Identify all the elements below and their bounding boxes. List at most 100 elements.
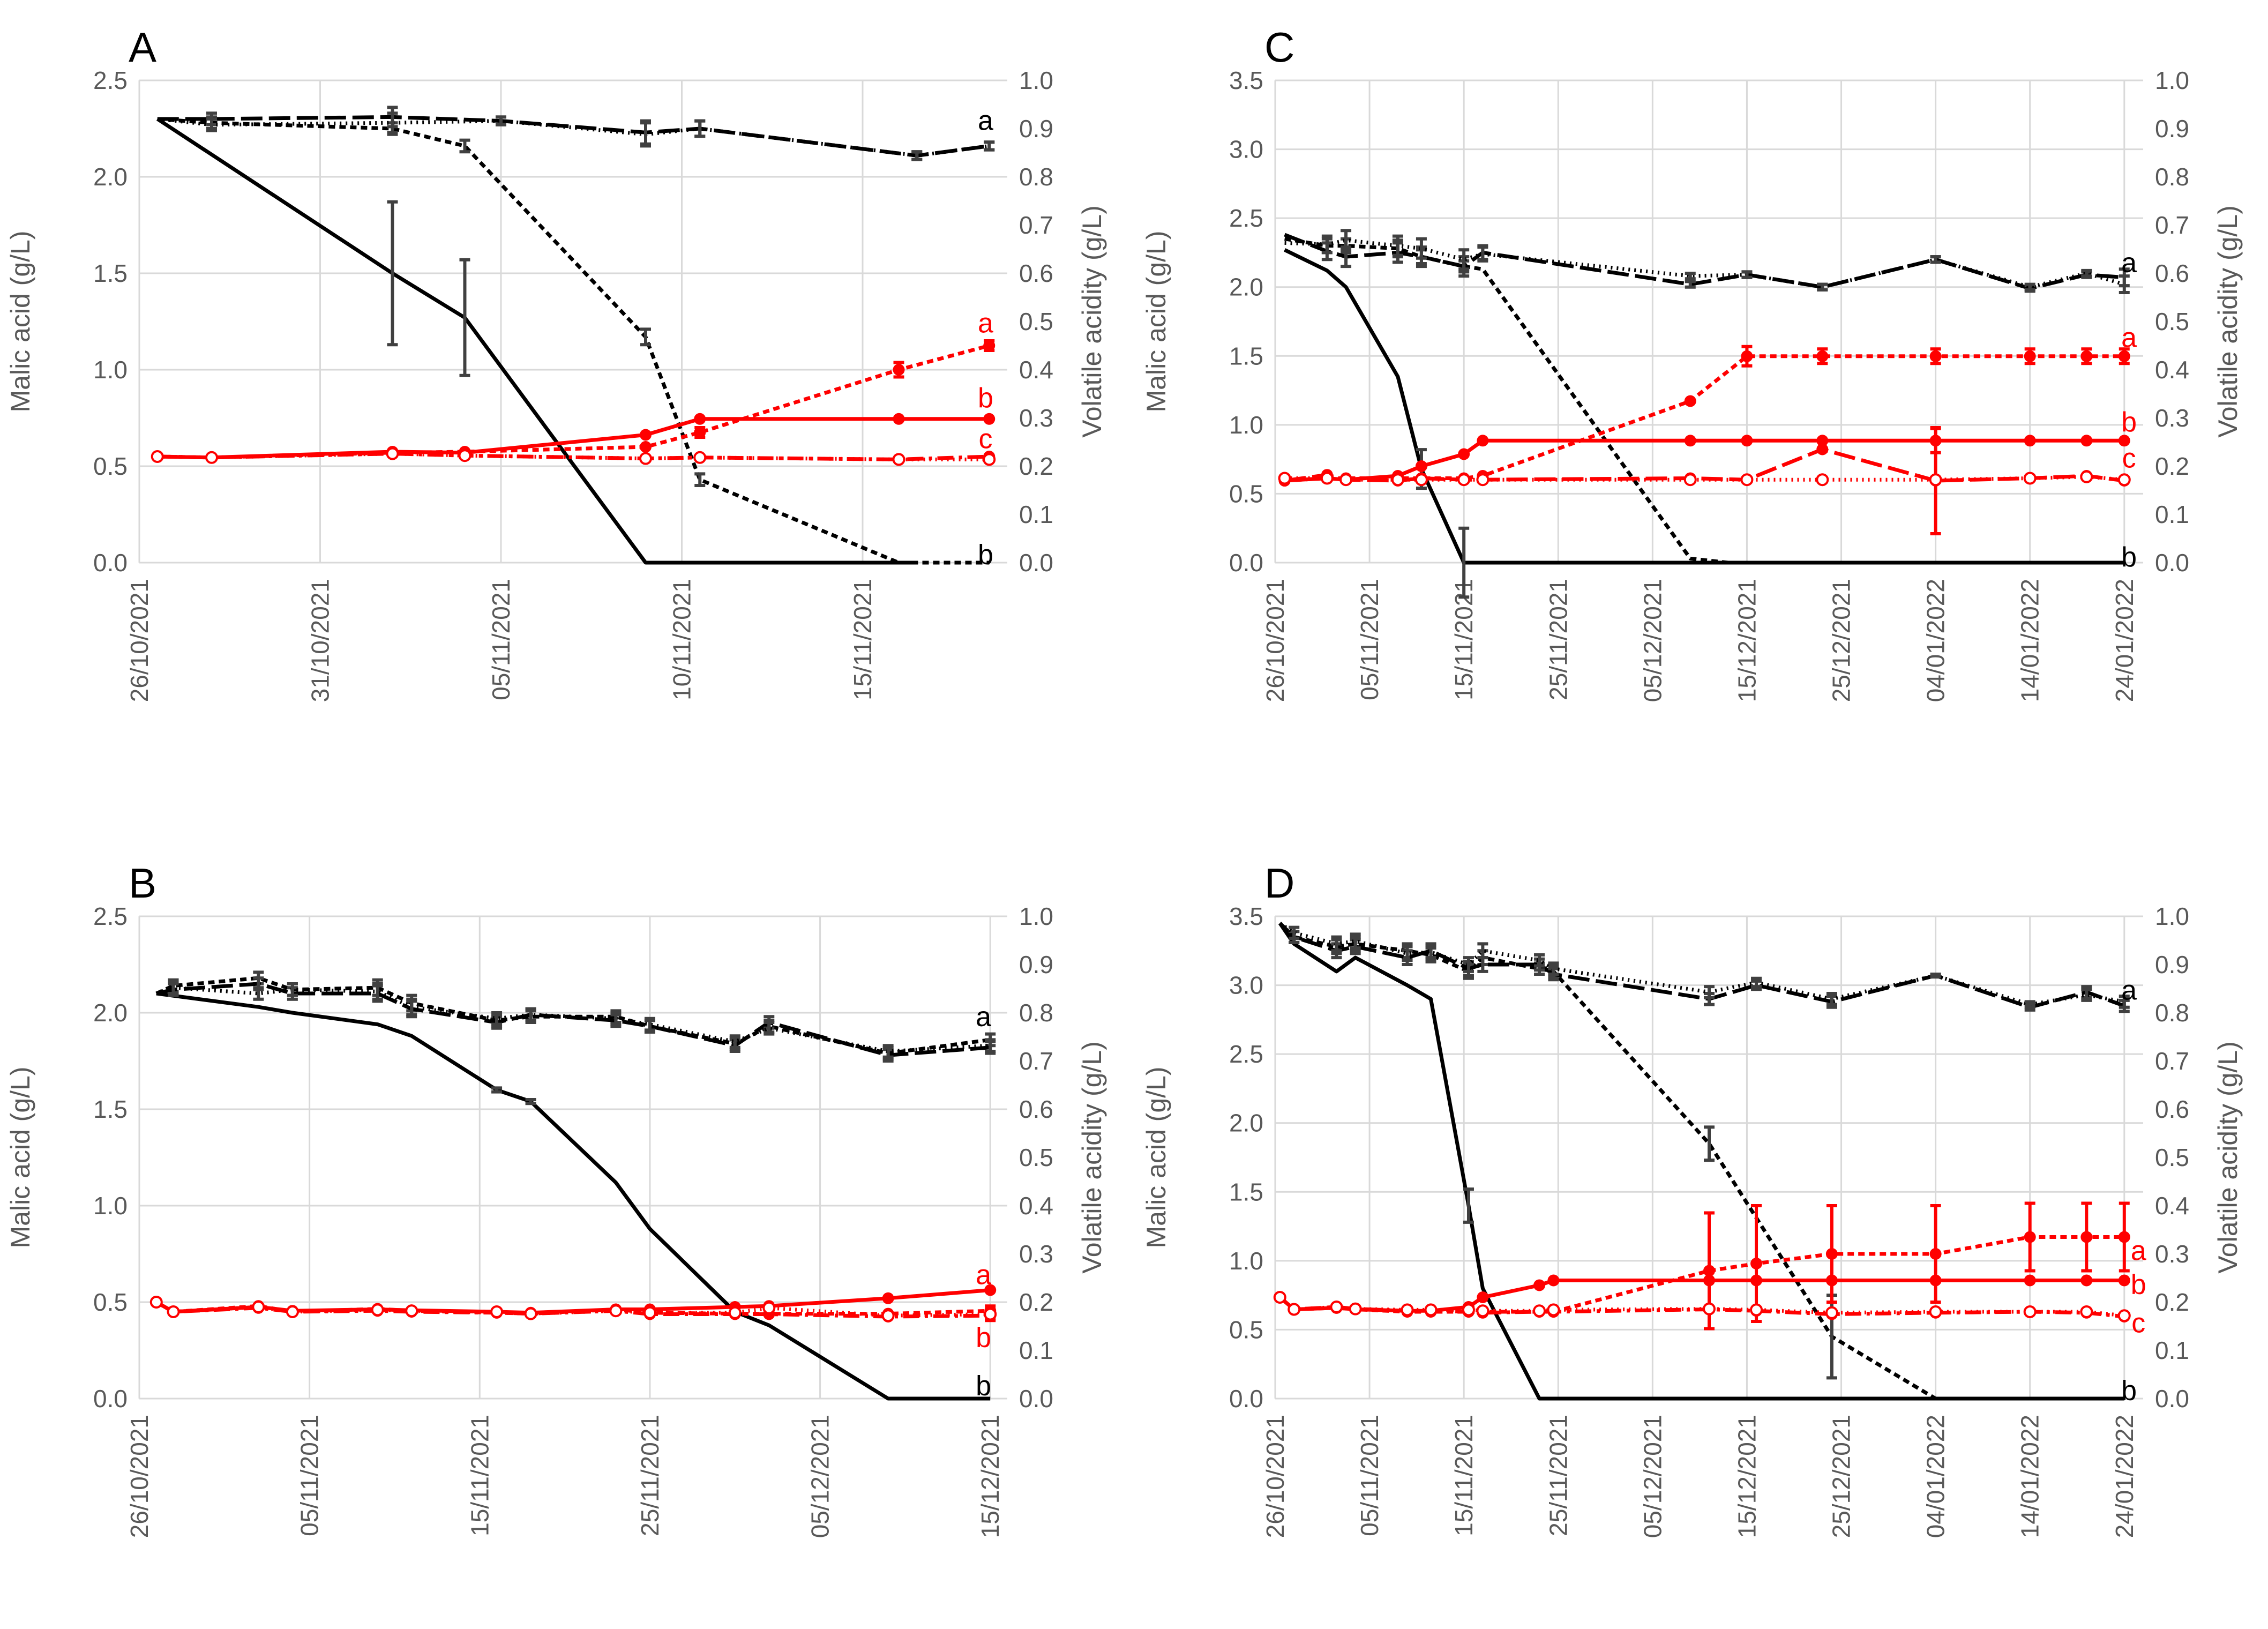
y-tick-label: 0.5 bbox=[1229, 1316, 1263, 1343]
series-line-4 bbox=[155, 985, 991, 1053]
data-point bbox=[1288, 1303, 1301, 1316]
y-tick-label: 2.5 bbox=[1229, 204, 1263, 232]
x-tick-label: 05/12/2021 bbox=[1638, 579, 1666, 702]
data-point bbox=[1750, 1274, 1763, 1287]
data-point bbox=[1816, 350, 1829, 362]
y2-tick-label: 0.6 bbox=[2155, 1095, 2189, 1123]
y2-axis-title: Volatile acidity (g/L) bbox=[1077, 205, 1107, 438]
y-axis-title: Malic acid (g/L) bbox=[1141, 231, 1171, 413]
y-tick-label: 1.0 bbox=[1229, 411, 1263, 439]
y2-tick-label: 0.7 bbox=[2155, 1047, 2189, 1075]
data-point bbox=[1683, 473, 1697, 487]
data-point bbox=[1476, 1304, 1489, 1318]
data-point bbox=[1349, 1302, 1362, 1316]
y2-tick-label: 0.9 bbox=[2155, 115, 2189, 143]
y-tick-label: 2.5 bbox=[93, 66, 128, 94]
chart-panel-c: 0.0 0.5 1.0 1.5 2.0 2.5 3.0 3.5 0.0 0.1 0.2 0.3 0.4 0… bbox=[1136, 0, 2261, 793]
significance-letter: a bbox=[2121, 323, 2137, 354]
data-point bbox=[2117, 473, 2131, 487]
y2-tick-label: 0.9 bbox=[2155, 951, 2189, 978]
significance-letter: b bbox=[2121, 1376, 2137, 1407]
x-tick-label: 05/11/2021 bbox=[1356, 1415, 1383, 1536]
series-line-8 bbox=[155, 1300, 991, 1318]
significance-letter: b bbox=[978, 383, 993, 414]
data-point bbox=[1458, 448, 1470, 460]
data-point bbox=[1750, 1258, 1763, 1269]
significance-letter: a bbox=[2131, 1236, 2146, 1267]
data-point bbox=[2024, 350, 2036, 362]
data-point bbox=[1741, 435, 1753, 447]
data-point bbox=[1816, 473, 1829, 487]
y2-tick-label: 0.8 bbox=[1019, 163, 1053, 191]
y2-tick-label: 0.9 bbox=[1019, 951, 1053, 978]
data-point bbox=[2118, 1231, 2130, 1243]
data-point bbox=[405, 1304, 418, 1318]
data-point bbox=[1741, 350, 1753, 362]
y-tick-label: 2.5 bbox=[93, 902, 128, 930]
x-tick-label: 05/12/2021 bbox=[806, 1415, 834, 1538]
y2-tick-label: 1.0 bbox=[1019, 66, 1053, 94]
series-line-1 bbox=[1278, 922, 2124, 1401]
data-point bbox=[1476, 473, 1489, 487]
data-point bbox=[984, 1284, 997, 1296]
chart-c-svg: 0.0 0.5 1.0 1.5 2.0 2.5 3.0 3.5 0.0 0.1 0.2 0.3 0.4 0… bbox=[1141, 24, 2243, 702]
series-line-6 bbox=[157, 417, 990, 460]
data-point bbox=[693, 451, 707, 464]
data-point bbox=[1533, 1279, 1546, 1291]
data-point bbox=[1825, 1306, 1838, 1319]
data-point bbox=[2024, 1231, 2036, 1243]
significance-letter: a bbox=[2121, 248, 2137, 279]
data-point bbox=[643, 1306, 656, 1319]
data-point bbox=[490, 1305, 504, 1318]
data-point bbox=[286, 1305, 299, 1318]
x-tick-label: 15/11/2021 bbox=[849, 579, 877, 700]
y2-tick-label: 0.5 bbox=[1019, 1144, 1053, 1171]
data-point bbox=[167, 1305, 180, 1318]
series-line-3 bbox=[156, 982, 991, 1057]
data-point bbox=[983, 413, 995, 425]
y2-tick-label: 0.2 bbox=[2155, 452, 2189, 480]
data-point bbox=[984, 1307, 997, 1321]
x-tick-label: 25/11/2021 bbox=[636, 1415, 664, 1536]
y2-axis-title: Volatile acidity (g/L) bbox=[1077, 1041, 1107, 1274]
y2-tick-label: 0.0 bbox=[2155, 549, 2189, 577]
data-point bbox=[983, 453, 996, 466]
y2-tick-label: 0.2 bbox=[2155, 1288, 2189, 1316]
data-point bbox=[1547, 1303, 1560, 1317]
significance-letter: a bbox=[2121, 975, 2137, 1006]
x-tick-label: 05/11/2021 bbox=[1356, 579, 1383, 700]
chart-panel-b: 0.0 0.5 1.0 1.5 2.0 2.5 0.0 0.1 0.2 0.3 0.4 0.5 0.6 0… bbox=[0, 836, 1125, 1629]
x-tick-label: 04/01/2022 bbox=[1922, 1415, 1950, 1538]
y-tick-label: 3.5 bbox=[1229, 902, 1263, 930]
data-point bbox=[151, 450, 164, 463]
data-point bbox=[458, 449, 471, 462]
y-tick-label: 3.5 bbox=[1229, 66, 1263, 94]
x-tick-label: 15/12/2021 bbox=[1733, 579, 1761, 702]
data-point bbox=[1703, 1302, 1716, 1316]
x-tick-label: 15/11/2021 bbox=[466, 1415, 493, 1536]
y-tick-label: 2.0 bbox=[93, 163, 128, 191]
significance-letter: b bbox=[2121, 542, 2137, 573]
data-point bbox=[762, 1301, 776, 1314]
data-point bbox=[728, 1306, 742, 1319]
y2-tick-label: 0.1 bbox=[1019, 500, 1053, 528]
significance-letter: b bbox=[976, 1371, 991, 1402]
data-point bbox=[694, 413, 706, 425]
y2-tick-label: 0.7 bbox=[1019, 211, 1053, 239]
significance-letter: c bbox=[2131, 1308, 2145, 1339]
data-point bbox=[252, 1301, 265, 1313]
chart-a-svg: 0.0 0.5 1.0 1.5 2.0 2.5 0.0 0.1 0.2 0.3 0.4 0.5 0.6 0… bbox=[5, 24, 1107, 702]
panel-label-a: A bbox=[129, 24, 156, 71]
y-tick-label: 0.5 bbox=[1229, 480, 1263, 507]
series-line-1 bbox=[1284, 248, 2124, 565]
y2-tick-label: 0.3 bbox=[1019, 404, 1053, 432]
y-axis-title: Malic acid (g/L) bbox=[5, 1067, 35, 1249]
x-tick-label: 15/12/2021 bbox=[1733, 1415, 1761, 1538]
series-line-8 bbox=[157, 452, 990, 461]
significance-letter: a bbox=[976, 1002, 991, 1033]
data-point bbox=[2080, 435, 2093, 447]
data-point bbox=[1330, 1301, 1343, 1313]
data-point bbox=[2117, 1309, 2131, 1322]
data-point bbox=[1462, 1303, 1475, 1317]
y2-tick-label: 0.4 bbox=[2155, 1192, 2189, 1220]
